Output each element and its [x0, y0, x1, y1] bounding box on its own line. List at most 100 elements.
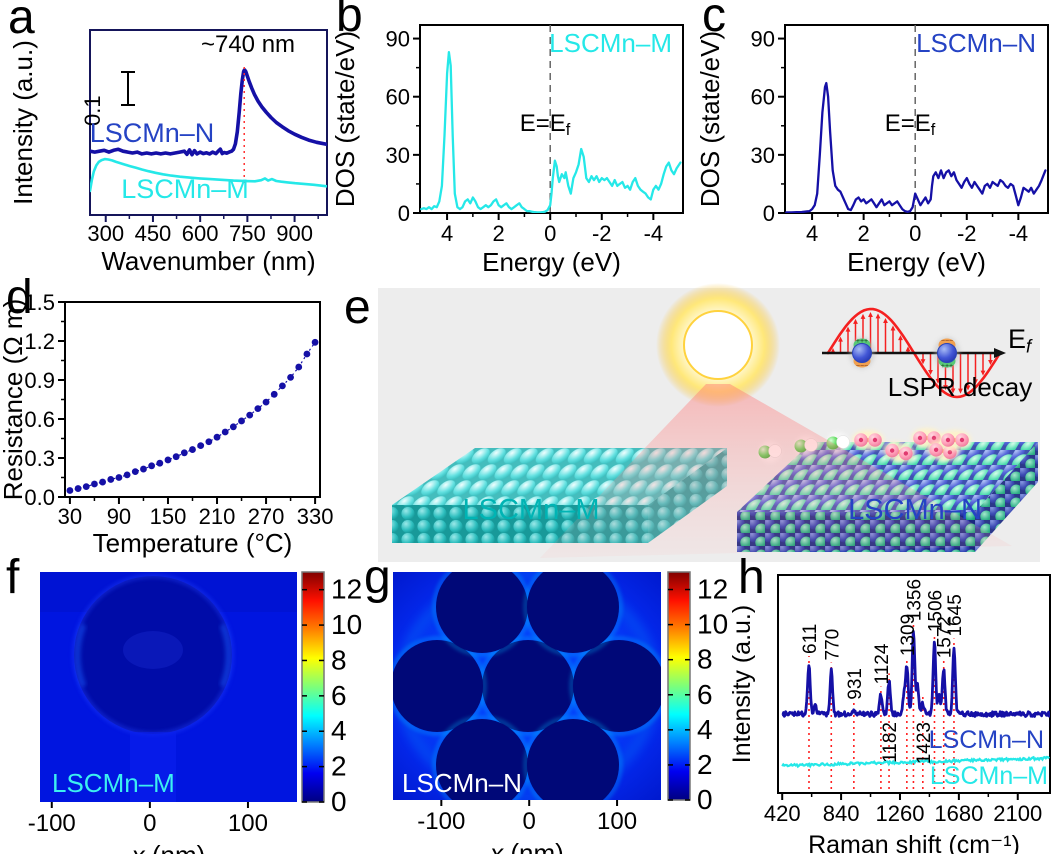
panel-letter-h: h [738, 551, 765, 604]
peak-annotation: ~740 nm [200, 31, 296, 58]
svg-text:DOS (state/eV): DOS (state/eV) [695, 31, 725, 207]
svg-text:30: 30 [386, 143, 410, 168]
svg-text:Raman shift (cm⁻¹): Raman shift (cm⁻¹) [808, 831, 1020, 854]
svg-text:210: 210 [199, 504, 236, 529]
fermi-axis-label: Ef [1008, 326, 1031, 356]
svg-text:2: 2 [858, 221, 870, 246]
panel-letter-c: c [702, 0, 726, 42]
svg-text:1260: 1260 [876, 801, 925, 826]
svg-text:300: 300 [87, 221, 124, 246]
left-slab-label: LSCMn–M [462, 494, 600, 526]
svg-text:2: 2 [697, 749, 713, 780]
svg-text:0: 0 [398, 201, 410, 226]
svg-text:1680: 1680 [934, 801, 983, 826]
svg-text:6: 6 [697, 679, 713, 710]
svg-text:-4: -4 [644, 221, 664, 246]
ef-sub: f [1026, 335, 1032, 357]
panel-letter-e: e [344, 281, 371, 334]
svg-text:+++: +++ [941, 363, 953, 370]
svg-text:Intensity (a.u.): Intensity (a.u.) [728, 605, 756, 763]
series-label-lscmn-m-h: LSCMn–M [929, 762, 1048, 790]
map-label-lscmn-m: LSCMn–M [52, 768, 175, 798]
svg-text:Energy (eV): Energy (eV) [482, 247, 621, 277]
svg-text:0: 0 [763, 201, 775, 226]
svg-text:10: 10 [697, 609, 728, 640]
svg-text:4: 4 [441, 221, 453, 246]
svg-text:30: 30 [58, 504, 82, 529]
svg-text:0.0: 0.0 [24, 485, 55, 510]
svg-text:931: 931 [845, 668, 866, 700]
svg-text:6: 6 [331, 680, 347, 711]
svg-text:x (nm): x (nm) [488, 838, 564, 854]
svg-text:270: 270 [248, 504, 285, 529]
fermi-sub: f [565, 121, 571, 140]
svg-text:−−−: −−− [941, 338, 953, 345]
svg-text:90: 90 [751, 27, 775, 52]
svg-text:770: 770 [822, 629, 843, 661]
svg-text:12: 12 [697, 574, 728, 605]
svg-text:Wavenumber (nm): Wavenumber (nm) [101, 246, 315, 276]
svg-text:60: 60 [751, 85, 775, 110]
series-label-lscmn-m-b: LSCMn–M [549, 28, 672, 58]
svg-text:0.3: 0.3 [24, 446, 55, 471]
svg-text:1506: 1506 [925, 590, 946, 632]
svg-text:1645: 1645 [945, 594, 966, 636]
svg-text:840: 840 [823, 801, 860, 826]
panel-letter-a: a [8, 0, 35, 44]
fermi-level-annotation-c: E=Ef [884, 110, 936, 140]
svg-text:1.5: 1.5 [24, 290, 55, 315]
svg-text:12: 12 [331, 574, 362, 605]
svg-text:4: 4 [331, 715, 347, 746]
series-label-lscmn-n-c: LSCMn–N [916, 28, 1036, 58]
svg-text:10: 10 [331, 609, 362, 640]
svg-text:8: 8 [331, 644, 347, 675]
svg-text:1423: 1423 [914, 722, 935, 764]
svg-text:60: 60 [386, 85, 410, 110]
svg-text:0.6: 0.6 [24, 407, 55, 432]
svg-text:420: 420 [764, 801, 801, 826]
svg-text:330: 330 [297, 504, 334, 529]
svg-text:1182: 1182 [880, 722, 901, 763]
svg-text:2: 2 [493, 221, 505, 246]
svg-text:0: 0 [331, 786, 347, 817]
fermi-level-annotation-b: E=Ef [519, 110, 571, 140]
svg-text:Temperature (°C): Temperature (°C) [93, 528, 293, 558]
svg-text:-2: -2 [592, 221, 612, 246]
svg-text:-100: -100 [417, 808, 465, 835]
svg-text:Resistance (Ω m): Resistance (Ω m) [0, 299, 28, 500]
svg-text:150: 150 [150, 504, 187, 529]
ef-pre: E [1008, 324, 1027, 354]
svg-text:611: 611 [800, 624, 821, 654]
svg-text:4: 4 [806, 221, 818, 246]
series-label-lscmn-n-h: LSCMn–N [928, 726, 1044, 754]
series-label-lscmn-m-a: LSCMn–M [121, 174, 249, 204]
fermi-pre: E=E [884, 110, 931, 137]
panel-letter-f: f [6, 551, 20, 604]
lspr-decay-label: LSPR decay [887, 372, 1033, 402]
svg-text:0: 0 [909, 221, 921, 246]
series-label-lscmn-n-a: LSCMn–N [89, 118, 215, 148]
svg-text:600: 600 [182, 221, 219, 246]
panel-letter-g: g [364, 551, 391, 604]
svg-text:90: 90 [386, 27, 410, 52]
fermi-pre: E=E [519, 110, 566, 137]
svg-text:1356: 1356 [904, 579, 925, 621]
svg-text:1572: 1572 [935, 616, 956, 658]
map-label-lscmn-n: LSCMn–N [402, 768, 522, 798]
svg-text:-4: -4 [1009, 221, 1029, 246]
svg-text:0: 0 [143, 810, 156, 837]
svg-text:100: 100 [597, 808, 637, 835]
svg-text:900: 900 [276, 221, 313, 246]
svg-text:450: 450 [135, 221, 172, 246]
svg-text:750: 750 [229, 221, 266, 246]
svg-text:2100: 2100 [993, 801, 1042, 826]
svg-text:x (nm): x (nm) [130, 840, 206, 854]
svg-text:1124: 1124 [872, 643, 893, 684]
svg-text:0: 0 [544, 221, 556, 246]
svg-text:-100: -100 [28, 810, 76, 837]
svg-text:4: 4 [697, 714, 713, 745]
fermi-sub: f [930, 121, 936, 140]
svg-text:-2: -2 [957, 221, 977, 246]
